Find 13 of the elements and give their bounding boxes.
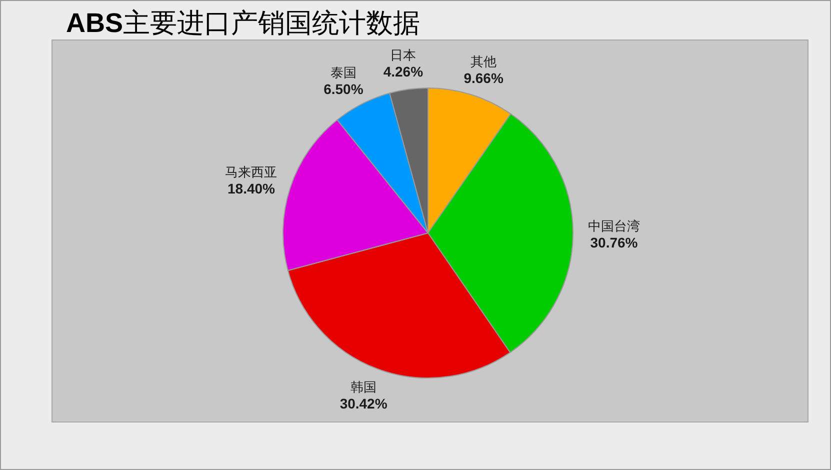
slice-label: 中国台湾 [588,218,640,234]
slice-label: 其他 [470,54,497,69]
slice-label: 马来西亚 [225,164,278,180]
data-label: 18.40% [228,180,276,196]
data-label: 4.26% [383,64,424,80]
data-label: 30.42% [340,395,388,412]
data-label: 30.76% [590,234,638,250]
slice-label: 泰国 [330,64,356,80]
slice-label: 日本 [390,48,416,63]
data-label: 6.50% [324,80,364,97]
data-label: 9.66% [464,70,504,86]
title: ABS主要进口产销国统计数据 [66,8,420,38]
slice-label: 韩国 [350,379,377,394]
